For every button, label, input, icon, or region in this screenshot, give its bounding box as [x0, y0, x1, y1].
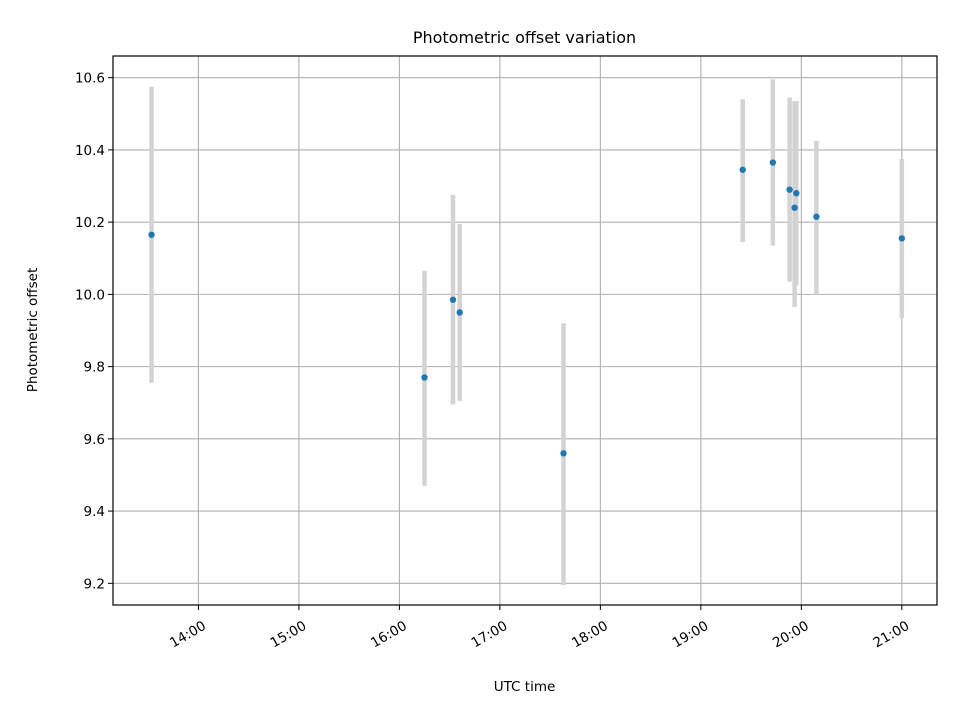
y-tick-label: 9.6: [84, 432, 105, 448]
x-tick-label: 16:00: [368, 618, 410, 651]
y-tick-label: 10.2: [75, 215, 105, 231]
grid: [113, 56, 937, 605]
data-point: [456, 309, 463, 316]
data-point: [898, 235, 906, 242]
data-point: [560, 450, 567, 457]
y-tick-label: 10.6: [75, 71, 105, 87]
x-tick-label: 18:00: [569, 618, 611, 651]
y-tick-label: 10.0: [75, 287, 105, 303]
x-tick-label: 20:00: [770, 618, 812, 651]
data-points: [148, 159, 906, 457]
data-point: [739, 166, 746, 173]
x-axis-label: UTC time: [494, 679, 556, 695]
y-tick-label: 10.4: [75, 143, 105, 159]
x-tick-label: 19:00: [670, 618, 712, 651]
data-point: [791, 204, 798, 211]
data-point: [813, 213, 820, 220]
data-point: [793, 190, 800, 197]
x-tick-label: 17:00: [469, 618, 511, 651]
y-axis-ticks: 9.2 9.4 9.6 9.8 10.0 10.2 10.4 10.6: [75, 71, 113, 592]
y-tick-label: 9.8: [84, 360, 105, 376]
error-bars: [149, 79, 905, 586]
x-tick-label: 14:00: [167, 618, 209, 651]
x-axis-ticks: 14:00 15:00 16:00 17:00 18:00 19:00 20:00 21:00: [167, 605, 912, 651]
x-tick-label: 15:00: [268, 618, 310, 651]
y-tick-label: 9.4: [84, 504, 105, 520]
y-axis-label: Photometric offset: [25, 268, 41, 392]
data-point: [769, 159, 777, 166]
data-point: [449, 296, 457, 303]
data-point: [421, 374, 428, 381]
x-tick-label: 21:00: [871, 618, 913, 651]
y-tick-label: 9.2: [84, 576, 105, 592]
data-point: [148, 231, 155, 238]
chart-title: Photometric offset variation: [413, 28, 636, 47]
plot-frame: [112, 55, 938, 606]
data-point: [786, 186, 793, 193]
